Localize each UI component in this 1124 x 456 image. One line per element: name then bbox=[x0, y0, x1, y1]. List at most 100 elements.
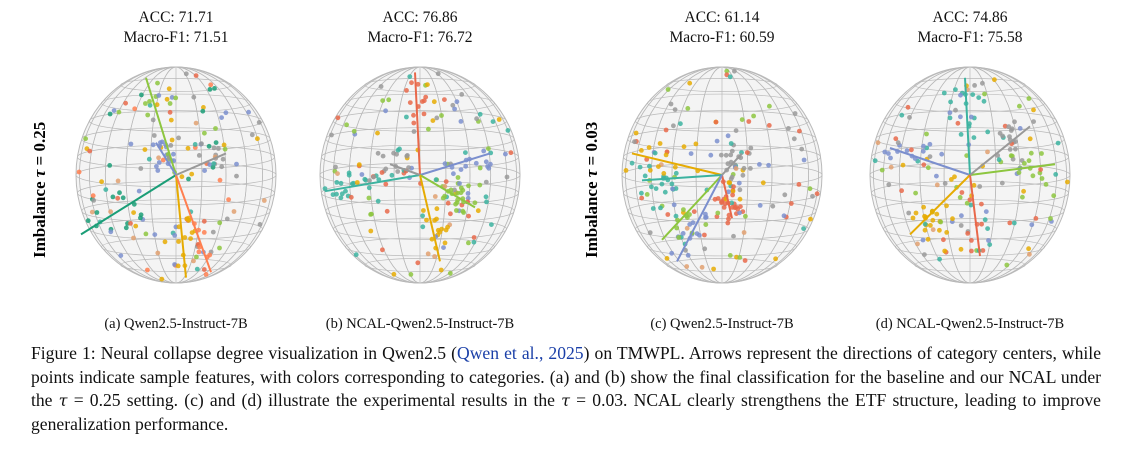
latitude-line bbox=[120, 78, 232, 92]
sample-point bbox=[155, 250, 161, 256]
sample-point bbox=[138, 166, 144, 171]
sample-point bbox=[665, 87, 671, 92]
latitude-line bbox=[345, 237, 495, 257]
category-center-arrow bbox=[155, 142, 177, 176]
sample-point bbox=[982, 217, 988, 223]
sample-point bbox=[339, 191, 345, 197]
sample-point bbox=[183, 71, 189, 77]
sample-point bbox=[131, 210, 136, 216]
sample-point bbox=[714, 214, 720, 220]
citation-link[interactable]: Qwen et al., 2025 bbox=[457, 343, 584, 363]
sample-point bbox=[397, 146, 402, 152]
sample-point bbox=[982, 91, 987, 97]
sample-point bbox=[948, 99, 953, 105]
sample-point bbox=[730, 192, 735, 198]
sample-point bbox=[455, 175, 461, 180]
sample-point bbox=[213, 140, 219, 145]
latitude-line bbox=[120, 258, 232, 272]
sample-point bbox=[999, 180, 1005, 186]
sample-point bbox=[143, 101, 148, 106]
sample-point bbox=[463, 163, 469, 169]
category-center-arrow bbox=[419, 152, 491, 176]
sample-point bbox=[955, 120, 961, 126]
category-center-arrow bbox=[389, 163, 421, 176]
sample-point bbox=[176, 135, 181, 141]
sample-point bbox=[147, 102, 153, 108]
sample-point bbox=[255, 136, 260, 142]
sample-point bbox=[496, 117, 502, 122]
sample-point bbox=[193, 73, 199, 78]
sample-point bbox=[736, 180, 742, 186]
sample-point bbox=[663, 152, 669, 158]
sample-point bbox=[128, 221, 133, 226]
latitude-line bbox=[75, 162, 277, 188]
sample-point bbox=[921, 162, 927, 168]
sample-point bbox=[684, 264, 690, 269]
latitude-line bbox=[895, 93, 1045, 113]
sample-point bbox=[143, 231, 149, 237]
sample-point bbox=[1026, 246, 1031, 252]
category-center-arrow bbox=[969, 125, 1031, 176]
sample-point bbox=[356, 162, 362, 167]
sample-point bbox=[89, 209, 95, 215]
sample-point bbox=[210, 164, 216, 170]
sample-point bbox=[1030, 173, 1036, 179]
sample-point bbox=[741, 165, 747, 171]
sample-point bbox=[120, 195, 126, 201]
sample-point bbox=[922, 221, 928, 227]
sample-point bbox=[351, 128, 357, 134]
category-center-arrow bbox=[661, 174, 723, 241]
sample-point bbox=[442, 97, 447, 102]
sample-point bbox=[217, 220, 223, 226]
sample-point bbox=[746, 119, 752, 124]
sample-point bbox=[152, 232, 158, 238]
latitude-line bbox=[914, 258, 1026, 272]
latitude-line bbox=[325, 199, 515, 223]
sample-point bbox=[196, 249, 202, 255]
sample-point bbox=[411, 129, 417, 134]
sample-point bbox=[875, 140, 881, 146]
sample-point bbox=[407, 100, 413, 105]
row-label-tau: τ bbox=[582, 169, 601, 178]
sample-point bbox=[383, 166, 389, 172]
sample-point bbox=[886, 151, 891, 156]
sample-point bbox=[504, 174, 510, 180]
sample-point bbox=[454, 208, 459, 213]
sample-point bbox=[958, 92, 963, 98]
sample-point bbox=[156, 93, 162, 98]
sample-point bbox=[435, 71, 441, 77]
sample-point bbox=[426, 126, 431, 132]
sample-point bbox=[1043, 182, 1049, 187]
sample-point bbox=[872, 158, 878, 164]
sample-point bbox=[639, 190, 644, 196]
sample-point bbox=[425, 82, 430, 87]
sample-point bbox=[726, 216, 731, 222]
sample-point bbox=[489, 222, 494, 228]
sample-point bbox=[662, 189, 668, 195]
sample-point bbox=[145, 267, 150, 273]
category-center-arrow bbox=[175, 174, 212, 273]
sample-point bbox=[899, 112, 905, 118]
sample-point bbox=[767, 103, 772, 109]
sample-point bbox=[379, 170, 385, 175]
panel-b: ACC: 76.86 Macro-F1: 76.72 (b) NCAL-Qwen… bbox=[300, 6, 540, 336]
sample-point bbox=[968, 202, 974, 208]
sample-point bbox=[664, 256, 670, 261]
sample-point bbox=[162, 239, 168, 245]
sample-point bbox=[703, 211, 708, 217]
sample-point bbox=[128, 141, 134, 147]
sample-point bbox=[900, 162, 906, 168]
sample-point bbox=[452, 187, 457, 193]
sample-point bbox=[702, 246, 708, 252]
sample-point bbox=[188, 236, 193, 242]
sample-point bbox=[366, 195, 372, 201]
sample-point bbox=[87, 148, 93, 154]
sample-point bbox=[941, 237, 946, 243]
latitude-line bbox=[666, 78, 778, 92]
category-center-arrow bbox=[969, 174, 981, 257]
sample-point bbox=[85, 218, 91, 224]
sample-point bbox=[725, 220, 731, 226]
sample-point bbox=[797, 128, 802, 134]
latitude-line bbox=[364, 258, 476, 272]
sample-point bbox=[653, 186, 659, 191]
